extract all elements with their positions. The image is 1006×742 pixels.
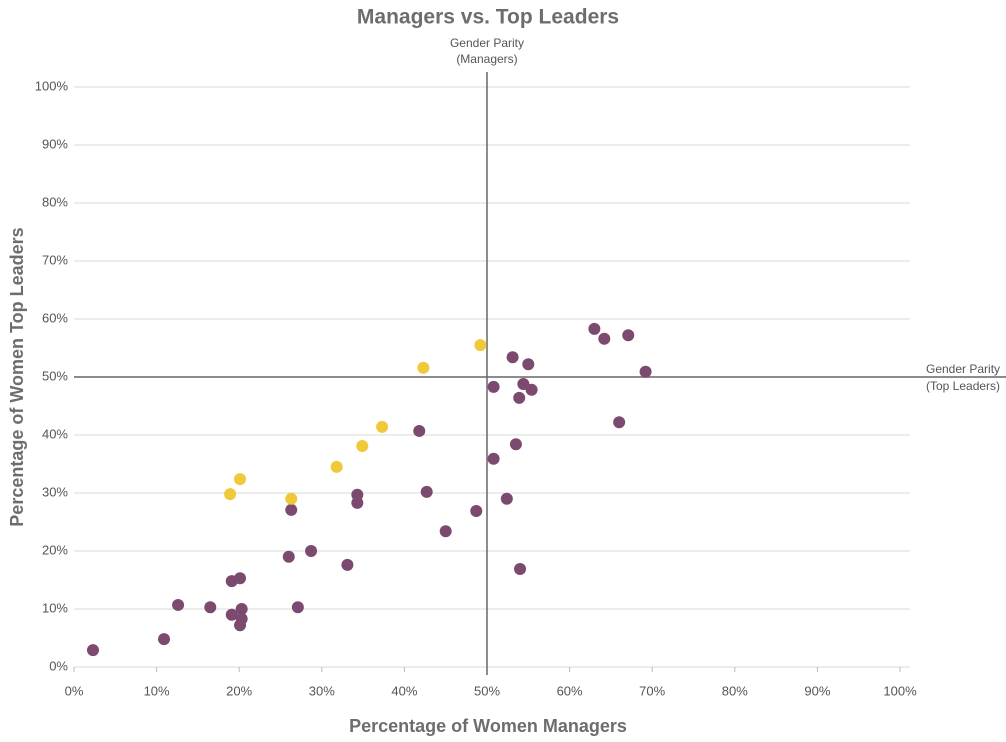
y-axis-label: Percentage of Women Top Leaders	[7, 227, 27, 526]
data-point	[330, 460, 343, 473]
y-tick-label: 70%	[42, 252, 68, 267]
data-point	[234, 619, 247, 632]
data-point	[351, 496, 364, 509]
x-tick-label: 0%	[65, 683, 84, 698]
x-tick-label: 100%	[883, 683, 917, 698]
data-point	[234, 572, 247, 585]
data-point	[622, 329, 635, 342]
reference-label: Gender Parity	[450, 36, 524, 50]
data-point	[291, 601, 304, 614]
y-tick-label: 60%	[42, 310, 68, 325]
data-point	[522, 358, 535, 371]
data-point	[417, 361, 430, 374]
data-point	[158, 633, 171, 646]
x-tick-label: 10%	[144, 683, 170, 698]
data-point	[413, 424, 426, 437]
data-point	[514, 562, 527, 575]
x-tick-label: 80%	[722, 683, 748, 698]
x-tick-label: 20%	[226, 683, 252, 698]
data-point	[376, 420, 389, 433]
data-point	[235, 603, 248, 615]
chart-title: Managers vs. Top Leaders	[357, 6, 619, 29]
data-point	[282, 550, 295, 563]
y-tick-label: 10%	[42, 600, 68, 615]
data-point	[285, 492, 298, 505]
data-point	[588, 322, 601, 335]
data-point	[487, 380, 500, 393]
data-point	[525, 383, 538, 396]
y-tick-label: 40%	[42, 426, 68, 441]
data-point	[487, 452, 500, 465]
data-point	[613, 416, 626, 429]
reference-label: (Managers)	[456, 52, 517, 66]
data-point	[439, 525, 452, 538]
data-point	[506, 351, 519, 364]
data-point	[225, 608, 238, 621]
data-point	[305, 545, 318, 557]
x-axis-label: Percentage of Women Managers	[349, 716, 627, 736]
data-point	[234, 473, 247, 486]
data-point	[224, 488, 237, 501]
x-tick-label: 30%	[309, 683, 335, 698]
y-tick-label: 30%	[42, 484, 68, 499]
data-point	[513, 391, 526, 404]
data-point	[285, 503, 298, 516]
x-tick-label: 60%	[557, 683, 583, 698]
x-tick-label: 50%	[474, 683, 500, 698]
reference-label: (Top Leaders)	[926, 379, 1000, 393]
data-point	[500, 492, 513, 505]
y-tick-label: 50%	[42, 368, 68, 383]
x-tick-label: 40%	[391, 683, 417, 698]
y-tick-label: 0%	[49, 658, 68, 673]
data-point	[86, 644, 99, 657]
y-tick-label: 20%	[42, 542, 68, 557]
y-tick-label: 100%	[35, 78, 69, 93]
y-tick-label: 90%	[42, 136, 68, 151]
y-tick-label: 80%	[42, 194, 68, 209]
data-point	[598, 332, 611, 345]
x-tick-label: 70%	[639, 683, 665, 698]
data-point	[204, 601, 217, 614]
data-point	[420, 485, 433, 498]
x-tick-label: 90%	[804, 683, 830, 698]
data-point	[509, 438, 522, 451]
data-point	[639, 365, 652, 378]
data-point	[470, 504, 483, 517]
data-point	[474, 339, 487, 352]
data-point	[341, 558, 354, 571]
reference-label: Gender Parity	[926, 362, 1000, 376]
data-point	[172, 598, 185, 611]
data-point	[356, 440, 369, 453]
